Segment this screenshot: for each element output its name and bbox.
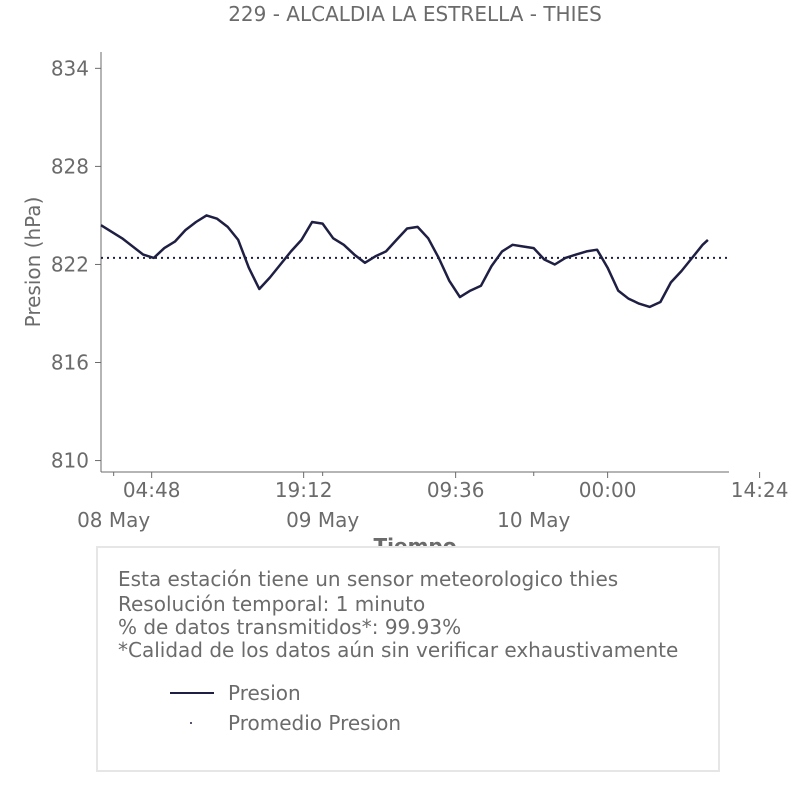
- legend-dot-swatch: [190, 722, 192, 724]
- y-tick-label: 834: [51, 56, 89, 80]
- legend-label-presion: Presion: [228, 681, 301, 705]
- chart-title: 229 - ALCALDIA LA ESTRELLA - THIES: [228, 2, 602, 26]
- x-tick-label: 04:48: [123, 478, 181, 502]
- x-tick-label: 00:00: [579, 478, 637, 502]
- info-box: Esta estación tiene un sensor meteorolog…: [96, 546, 720, 772]
- info-sensor: Esta estación tiene un sensor meteorolog…: [118, 567, 619, 591]
- x-ticks: 04:48 19:12 09:36 00:00 14:24 08 May 09 May 10 …: [77, 472, 788, 532]
- x-tick-label: 19:12: [275, 478, 333, 502]
- date-label: 09 May: [286, 508, 359, 532]
- legend-line-swatch: [170, 692, 214, 694]
- info-transmitted: % de datos transmitidos*: 99.93%: [118, 615, 462, 639]
- legend-label-promedio: Promedio Presion: [228, 711, 402, 735]
- y-tick-label: 828: [51, 154, 89, 178]
- y-tick-label: 822: [51, 252, 89, 276]
- y-tick-label: 816: [51, 351, 89, 375]
- date-label: 08 May: [77, 508, 150, 532]
- y-ticks: 810 816 822 828 834: [51, 56, 101, 473]
- x-tick-label: 09:36: [427, 478, 485, 502]
- date-label: 10 May: [497, 508, 570, 532]
- info-resolution: Resolución temporal: 1 minuto: [118, 592, 426, 616]
- y-tick-label: 810: [51, 449, 89, 473]
- info-quality-note: *Calidad de los datos aún sin verificar …: [118, 638, 679, 662]
- pressure-line: [100, 214, 709, 309]
- x-tick-label: 14:24: [731, 478, 789, 502]
- series-group: [100, 214, 729, 309]
- y-axis-label: Presion (hPa): [21, 197, 45, 328]
